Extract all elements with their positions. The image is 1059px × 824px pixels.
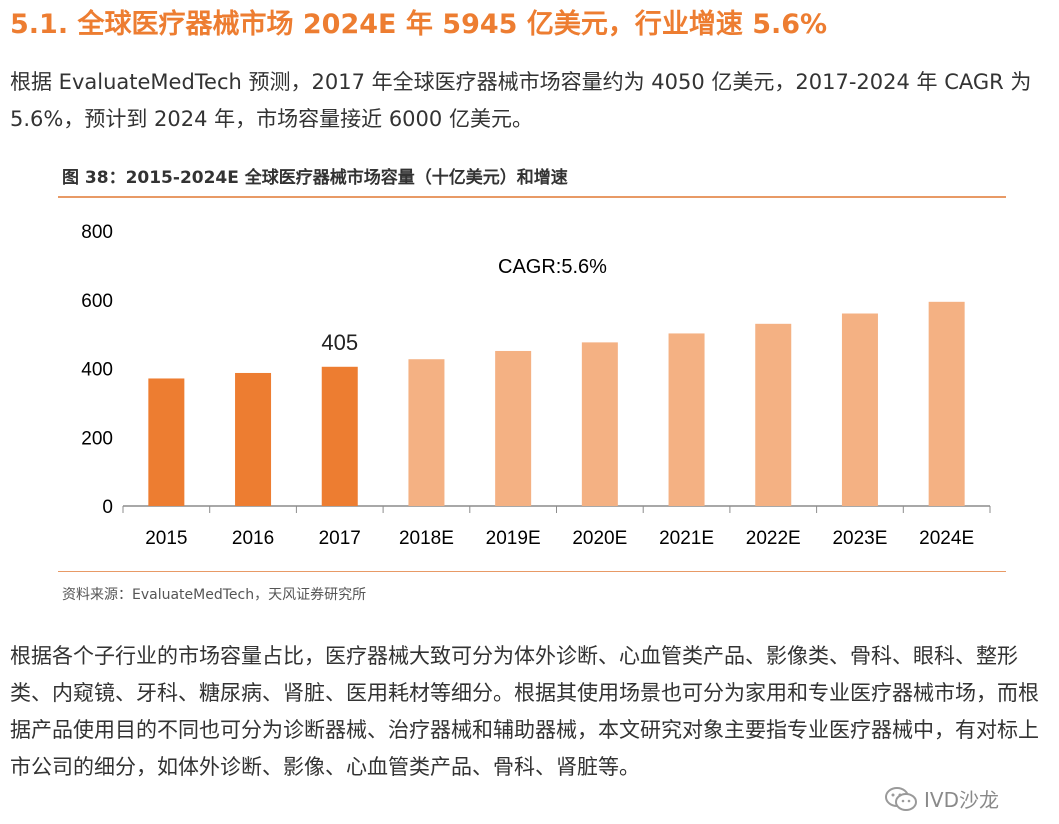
body-paragraph: 根据各个子行业的市场容量占比，医疗器械大致可分为体外诊断、心血管类产品、影像类、… xyxy=(10,644,1039,779)
y-tick-label: 600 xyxy=(81,291,113,312)
x-tick-label: 2022E xyxy=(746,528,801,549)
y-tick-label: 400 xyxy=(81,360,113,381)
section-title: 5.1. 全球医疗器械市场 2024E 年 5945 亿美元，行业增速 5.6% xyxy=(10,9,828,40)
x-tick-label: 2017 xyxy=(319,528,361,549)
bar-2020E xyxy=(581,342,618,506)
data-labels: 405 xyxy=(321,330,358,355)
x-axis-labels: 2015 2016 2017 2018E 2019E 2020E 2021E 2022E 202… xyxy=(122,506,991,549)
bar-2022E xyxy=(755,323,792,506)
x-tick-label: 2020E xyxy=(572,528,627,549)
x-tick-label: 2016 xyxy=(232,528,274,549)
data-label: 405 xyxy=(321,330,358,355)
x-tick-label: 2018E xyxy=(399,528,454,549)
market-size-bar-chart: 0 200 400 600 800 2015 2016 2017 2018E 2019E 2020… xyxy=(81,222,991,549)
bar-2023E xyxy=(841,313,878,506)
bar-2021E xyxy=(668,333,705,506)
y-tick-label: 200 xyxy=(81,428,113,449)
caption-divider xyxy=(58,196,1006,198)
source-divider xyxy=(58,571,1006,572)
source-note: 资料来源：EvaluateMedTech，天风证券研究所 xyxy=(62,587,367,603)
figure-caption: 图 38：2015-2024E 全球医疗器械市场容量（十亿美元）和增速 xyxy=(62,168,568,188)
y-axis-labels: 0 200 400 600 800 xyxy=(81,222,113,518)
x-tick-label: 2024E xyxy=(919,528,974,549)
x-tick-label: 2021E xyxy=(659,528,714,549)
y-tick-label: 800 xyxy=(81,222,113,243)
bar-2015 xyxy=(148,378,185,506)
intro-paragraph: 根据 EvaluateMedTech 预测，2017 年全球医疗器械市场容量约为… xyxy=(10,70,1032,131)
watermark-text: IVD沙龙 xyxy=(924,788,999,812)
x-tick-label: 2019E xyxy=(486,528,541,549)
bar-2016 xyxy=(235,372,272,506)
bars xyxy=(148,301,965,506)
x-tick-label: 2015 xyxy=(145,528,187,549)
cagr-annotation: CAGR:5.6% xyxy=(498,256,607,278)
bar-2024E xyxy=(928,301,965,506)
bar-2019E xyxy=(495,350,532,506)
watermark: IVD沙龙 xyxy=(880,784,1003,813)
wechat-icon xyxy=(885,786,917,811)
y-tick-label: 0 xyxy=(102,497,113,518)
bar-2018E xyxy=(408,359,445,506)
bar-2017 xyxy=(321,366,358,506)
x-tick-label: 2023E xyxy=(832,528,887,549)
